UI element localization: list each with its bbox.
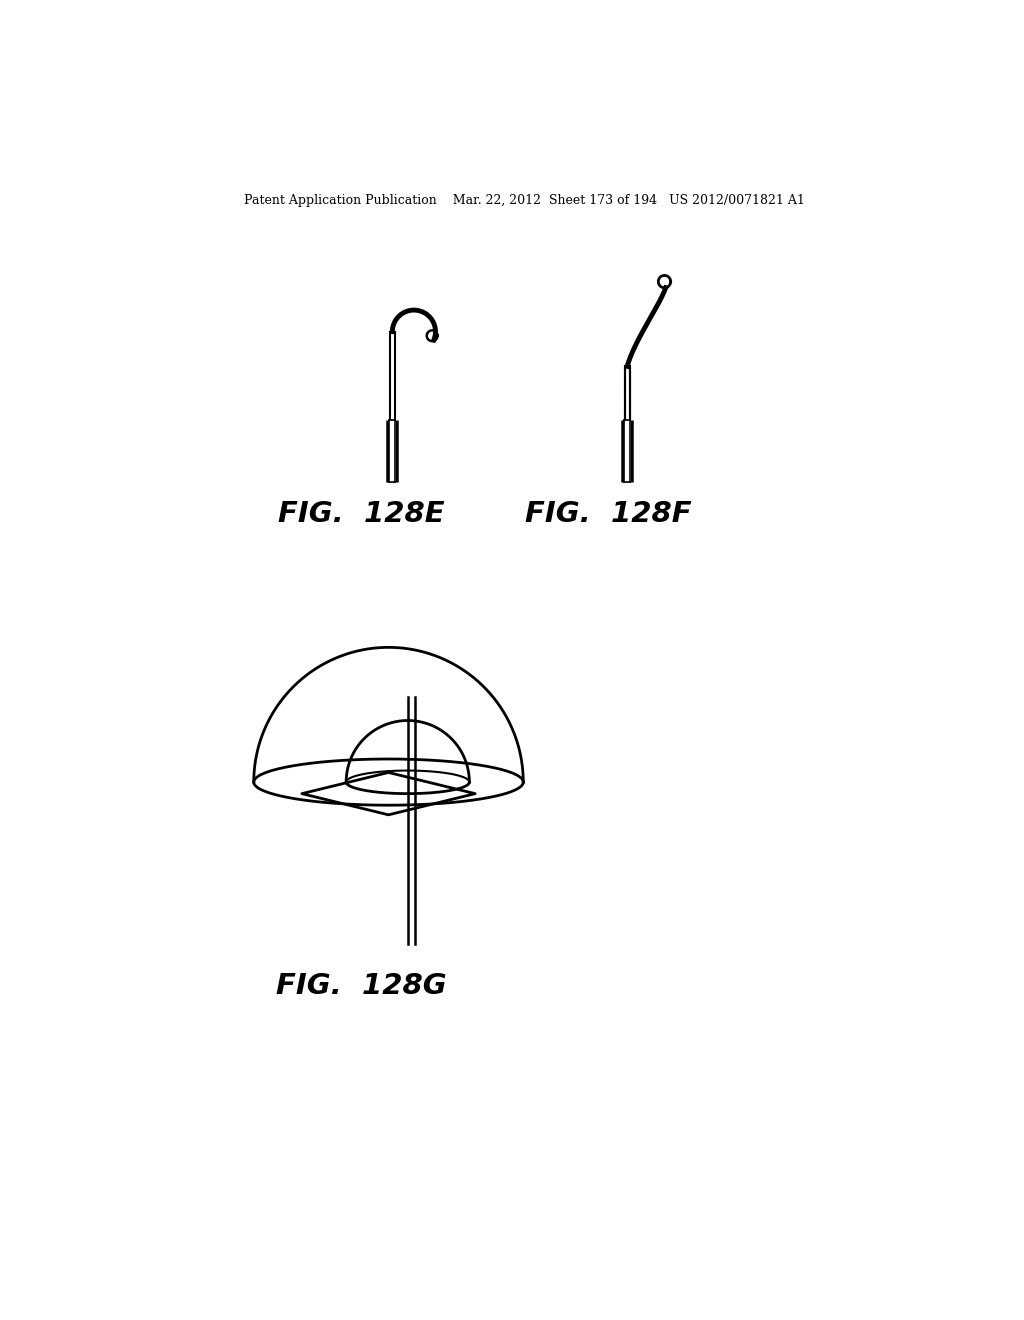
Text: FIG.  128F: FIG. 128F [524,500,691,528]
Text: FIG.  128E: FIG. 128E [279,500,444,528]
Text: Patent Application Publication    Mar. 22, 2012  Sheet 173 of 194   US 2012/0071: Patent Application Publication Mar. 22, … [245,194,805,207]
Text: FIG.  128G: FIG. 128G [276,972,446,1001]
